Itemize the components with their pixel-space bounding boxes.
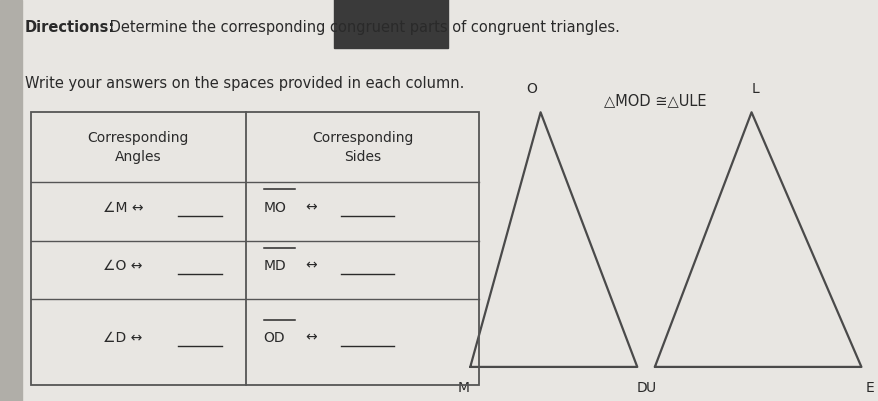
Text: Corresponding
Angles: Corresponding Angles (88, 131, 189, 164)
Bar (31, 112, 479, 385)
Text: MO: MO (263, 200, 286, 215)
Text: Determine the corresponding congruent parts of congruent triangles.: Determine the corresponding congruent pa… (105, 20, 620, 35)
Text: ↔: ↔ (306, 331, 317, 345)
Text: M: M (457, 381, 469, 395)
Text: OD: OD (263, 331, 284, 345)
Text: L: L (752, 82, 759, 96)
Text: ∠O ↔: ∠O ↔ (103, 259, 142, 273)
Text: Corresponding
Sides: Corresponding Sides (312, 131, 413, 164)
Text: △MOD ≅△ULE: △MOD ≅△ULE (603, 93, 705, 108)
Bar (0, 0, 22, 401)
Text: ∠M ↔: ∠M ↔ (103, 200, 143, 215)
Text: Directions:: Directions: (25, 20, 115, 35)
Text: E: E (865, 381, 874, 395)
Text: D: D (636, 381, 646, 395)
Text: ∠D ↔: ∠D ↔ (103, 331, 142, 345)
Text: Write your answers on the spaces provided in each column.: Write your answers on the spaces provide… (25, 76, 464, 91)
Text: U: U (644, 381, 655, 395)
Text: O: O (526, 82, 536, 96)
Text: MD: MD (263, 259, 286, 273)
Text: ↔: ↔ (306, 259, 317, 273)
Text: ↔: ↔ (306, 200, 317, 215)
Bar (334, 0, 448, 48)
